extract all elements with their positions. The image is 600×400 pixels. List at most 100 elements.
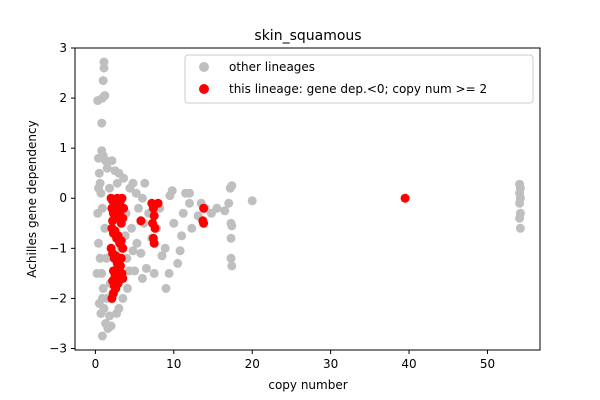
point-series-0-77 [212,203,222,213]
legend-label-other-lineages: other lineages [229,60,315,74]
point-series-0-26 [97,331,107,341]
chart-title: skin_squamous [254,28,361,44]
point-series-1-30 [116,261,125,271]
point-series-0-27 [99,303,109,313]
point-series-0-54 [149,268,159,278]
point-series-0-50 [140,178,150,188]
point-series-0-61 [161,283,171,293]
y-tick-label-2: 2 [59,91,67,105]
point-series-0-3 [98,76,108,86]
point-series-0-35 [114,303,124,313]
point-series-1-44 [108,216,118,226]
point-series-1-22 [116,236,126,246]
y-tick-label--2: −2 [49,291,67,305]
point-series-0-19 [94,238,103,248]
point-series-0-103 [515,198,525,208]
point-series-0-39 [130,266,140,276]
point-series-0-64 [177,231,187,241]
point-series-0-18 [100,223,110,233]
x-tick-label-40: 40 [401,357,416,371]
point-series-0-107 [92,268,102,278]
point-series-0-12 [101,156,111,166]
point-series-0-74 [185,188,194,198]
point-series-0-60 [164,268,174,278]
point-series-0-48 [134,203,143,213]
point-series-0-2 [100,91,110,101]
plot-frame [74,47,541,351]
legend-marker-other-lineages [199,62,209,72]
point-series-0-83 [227,221,237,231]
point-series-0-84 [226,233,236,243]
point-series-0-79 [224,198,234,208]
x-tick-label-10: 10 [166,357,181,371]
y-tick-label-3: 3 [59,41,67,55]
point-series-0-37 [123,283,132,293]
point-series-0-22 [98,283,108,293]
point-series-0-106 [515,223,525,233]
x-tick-label-50: 50 [480,357,495,371]
x-tick-label-30: 30 [323,357,338,371]
point-series-0-69 [185,198,194,208]
point-series-0-13 [102,163,112,173]
point-series-0-98 [97,293,107,303]
y-tick-label--3: −3 [49,341,67,355]
point-series-1-42 [115,273,125,283]
point-series-0-31 [103,324,113,333]
point-series-0-49 [137,193,147,203]
point-series-0-36 [118,293,128,303]
point-series-0-62 [173,258,183,268]
point-series-0-20 [95,253,105,263]
point-series-0-78 [220,206,230,216]
point-series-0-53 [141,263,151,273]
point-series-0-96 [112,178,122,188]
point-series-0-87 [247,196,257,206]
point-series-1-43 [116,253,126,263]
series-1 [106,193,410,303]
y-axis: −3 −2 −1 0 1 2 3 [49,41,75,355]
point-series-0-29 [105,311,114,321]
point-series-1-58 [400,193,410,203]
point-series-0-58 [157,251,167,261]
point-series-0-47 [128,178,138,188]
legend: other lineages this lineage: gene dep.<0… [184,54,534,104]
point-series-0-67 [167,186,177,196]
x-axis: 0 10 20 30 40 50 [92,350,495,371]
legend-marker-this-lineage [199,84,209,94]
point-series-1-40 [107,293,117,303]
point-series-0-45 [131,188,141,198]
point-series-0-56 [136,248,146,258]
point-series-1-7 [117,193,127,203]
point-series-1-49 [149,211,159,221]
x-axis-label: copy number [268,378,347,392]
point-series-0-81 [227,181,237,191]
point-series-0-59 [160,243,170,253]
point-series-0-108 [93,208,103,218]
point-series-0-63 [175,246,185,256]
y-tick-label-1: 1 [59,141,67,155]
points-layer [92,57,525,341]
point-series-0-6 [97,118,107,128]
point-series-0-46 [119,173,129,183]
point-series-1-46 [136,216,146,226]
point-series-0-65 [169,218,179,228]
point-series-1-51 [150,223,160,233]
point-series-0-55 [128,246,138,256]
point-series-0-71 [187,223,197,233]
point-series-0-70 [178,208,188,218]
point-series-1-45 [119,203,129,213]
x-tick-label-0: 0 [92,357,100,371]
point-series-0-91 [132,238,142,248]
point-series-0-86 [227,261,237,271]
point-series-1-23 [118,243,128,253]
point-series-0-8 [94,168,104,178]
y-axis-label: Achilles gene dependency [25,120,39,277]
x-tick-label-20: 20 [245,357,260,371]
point-series-1-15 [118,213,128,223]
point-series-1-57 [199,218,209,228]
legend-label-this-lineage: this lineage: gene dep.<0; copy num >= 2 [229,82,487,96]
legend-box [184,54,534,104]
point-series-0-57 [137,273,147,283]
point-series-0-105 [515,213,525,223]
point-series-0-95 [107,156,117,166]
